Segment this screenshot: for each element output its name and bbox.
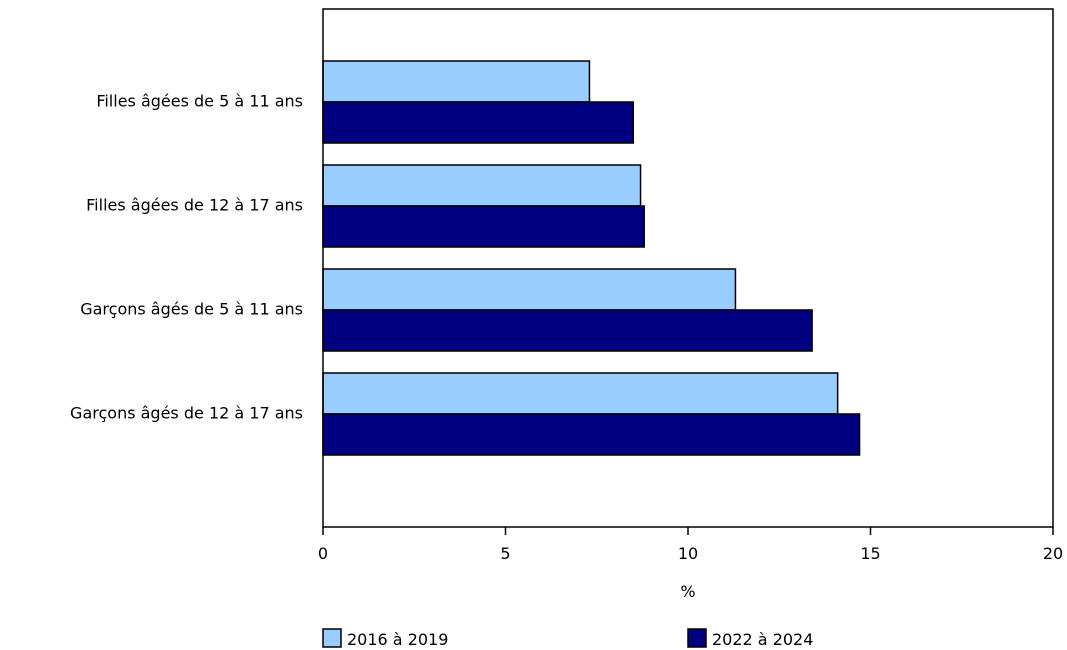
bar-2-3	[322, 309, 813, 352]
bar-1-1	[322, 60, 591, 103]
x-tick-label: 10	[678, 544, 698, 563]
legend: 2016 à 2019 2022 à 2024	[322, 628, 813, 649]
x-tick-label: 0	[318, 544, 328, 563]
legend-swatch-2	[687, 628, 707, 648]
bars-layer	[322, 60, 861, 456]
bar-1-4	[322, 372, 839, 415]
legend-swatch-1	[322, 628, 342, 648]
bar-2-4	[322, 413, 861, 456]
bar-1-2	[322, 164, 642, 207]
x-tick-label: 20	[1043, 544, 1063, 563]
x-tick-label: 15	[860, 544, 880, 563]
category-labels: Filles âgées de 5 à 11 ans Filles âgées d…	[70, 92, 303, 423]
legend-label-1: 2016 à 2019	[347, 630, 448, 649]
bar-1-3	[322, 268, 737, 311]
legend-label-2: 2022 à 2024	[712, 630, 813, 649]
bar-2-1	[322, 101, 634, 144]
category-label: Garçons âgés de 12 à 17 ans	[70, 404, 303, 423]
x-axis-ticks: 0 5 10 15 20	[318, 527, 1063, 563]
category-label: Filles âgées de 5 à 11 ans	[96, 92, 303, 111]
x-tick-label: 5	[500, 544, 510, 563]
x-axis-title: %	[680, 582, 695, 601]
bar-2-2	[322, 205, 645, 248]
category-label: Garçons âgés de 5 à 11 ans	[80, 300, 303, 319]
category-label: Filles âgées de 12 à 17 ans	[86, 196, 303, 215]
